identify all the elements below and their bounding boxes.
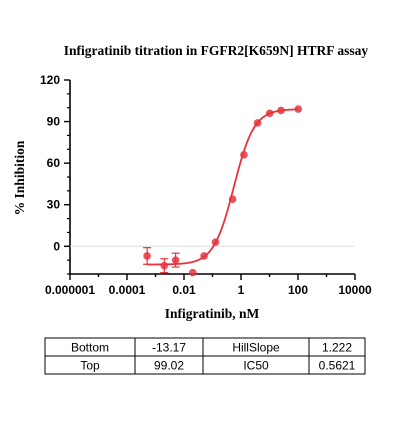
fit-curve — [147, 108, 299, 266]
data-point — [188, 268, 197, 277]
chart-title: Infigratinib titration in FGFR2[K659N] H… — [64, 43, 369, 58]
y-tick-label: 120 — [40, 73, 60, 87]
y-tick-label: 0 — [53, 239, 60, 253]
y-axis-label: % Inhibition — [12, 140, 27, 215]
data-point — [253, 119, 262, 127]
table-cell: -13.17 — [152, 341, 186, 355]
table-cell: 1.222 — [322, 341, 352, 355]
data-point — [171, 256, 180, 264]
y-tick-label: 30 — [47, 198, 61, 212]
x-tick-label: 0.01 — [172, 283, 196, 297]
table-cell: Bottom — [71, 341, 109, 355]
data-point — [240, 151, 248, 159]
data-point — [211, 238, 220, 246]
data-point — [294, 105, 303, 113]
x-tick-label: 10000 — [338, 283, 372, 297]
x-tick-label: 0.000001 — [45, 283, 95, 297]
y-tick-label: 60 — [47, 156, 61, 170]
axes: 0 30 60 90 120 0.000001 0.0001 0.01 1 100 10000 — [40, 73, 372, 297]
data-points — [143, 105, 303, 277]
data-point — [143, 252, 151, 260]
x-tick-label: 0.0001 — [109, 283, 146, 297]
fit-curve-layer — [147, 108, 299, 266]
data-point — [277, 106, 285, 115]
x-tick-label: 1 — [238, 283, 245, 297]
data-point — [265, 109, 274, 118]
table-cell: HillSlope — [232, 341, 280, 355]
y-tick-label: 90 — [47, 115, 61, 129]
data-point — [200, 252, 208, 260]
parameter-table: Bottom -13.17 HillSlope 1.222 Top 99.02 IC50 0.… — [44, 337, 366, 375]
data-point — [228, 195, 237, 203]
x-tick-label: 100 — [288, 283, 308, 297]
table-cell: Top — [80, 359, 100, 373]
data-point — [160, 261, 169, 270]
table-cell: IC50 — [243, 359, 269, 373]
table-cell: 99.02 — [154, 359, 184, 373]
table-cell: 0.5621 — [319, 359, 356, 373]
x-axis-label: Infigratinib, nM — [165, 306, 260, 321]
